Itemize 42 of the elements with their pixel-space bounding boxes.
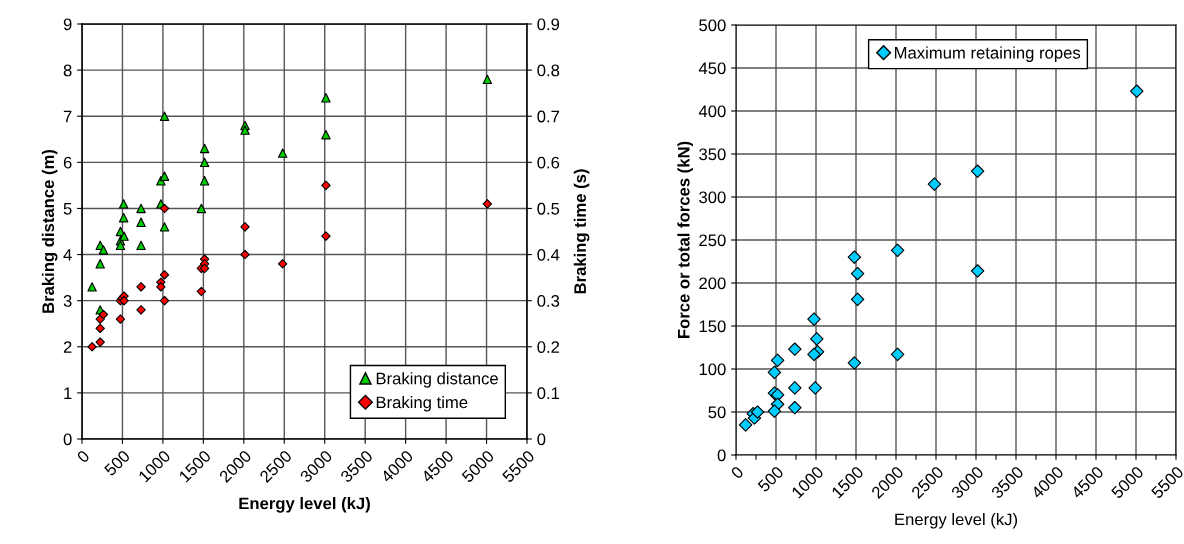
y-tick-label: 5: [63, 203, 72, 215]
x-axis-title: Energy level (kJ): [895, 513, 1018, 529]
y-tick-label: 400: [698, 105, 726, 118]
y-tick-label: 8: [63, 64, 72, 77]
y2-axis-title: Braking time (s): [573, 169, 590, 294]
y-tick-label: 150: [699, 320, 726, 333]
x-axis-title: Energy level (kJ): [239, 497, 370, 513]
y-tick-label: 200: [699, 277, 726, 290]
y-tick-label: 4: [63, 249, 72, 261]
y2-tick-label: 0.8: [537, 64, 560, 77]
y2-tick-label: 0: [537, 433, 546, 446]
x-tick-label: 0: [730, 465, 745, 480]
legend-label: Braking time: [376, 396, 468, 412]
y2-tick-label: 0.1: [537, 387, 560, 400]
y2-tick-label: 0.3: [537, 295, 560, 307]
y-axis-title: Force or total forces (kN): [677, 141, 693, 338]
y-tick-label: 250: [699, 234, 726, 247]
y-axis-title: Braking distance (m): [41, 149, 58, 313]
y2-tick-label: 0.9: [537, 18, 560, 31]
y-tick-label: 300: [699, 191, 726, 204]
y-tick-label: 2: [63, 341, 72, 353]
legend-label: Braking distance: [376, 372, 498, 388]
y-tick-label: 500: [699, 19, 726, 32]
y-tick-label: 50: [708, 406, 726, 419]
y-tick-label: 9: [63, 18, 72, 31]
y2-tick-label: 0.6: [537, 156, 560, 169]
x-tick-label: 0: [76, 449, 91, 464]
y2-tick-label: 0.5: [537, 202, 560, 215]
x-tick-label: 500: [103, 449, 131, 477]
y-tick-label: 1: [64, 387, 72, 399]
y-tick-label: 6: [63, 156, 72, 169]
x-tick-label: 500: [757, 465, 785, 493]
y2-tick-label: 0.7: [537, 110, 560, 123]
y-tick-label: 100: [699, 363, 726, 376]
y-tick-label: 3: [63, 295, 72, 307]
y2-tick-label: 0.2: [537, 341, 560, 353]
y-tick-label: 450: [698, 62, 726, 75]
y-tick-label: 0: [63, 433, 72, 446]
y-tick-label: 350: [699, 148, 726, 161]
legend-label: Maximum retaining ropes: [894, 46, 1081, 62]
y2-tick-label: 0.4: [537, 248, 560, 261]
y-tick-label: 7: [63, 110, 72, 123]
